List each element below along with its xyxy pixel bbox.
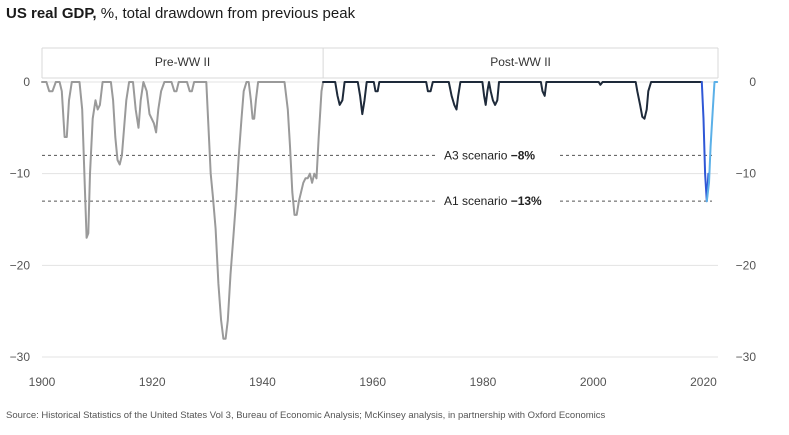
period-label: Pre-WW II <box>155 55 210 69</box>
title-rest: %, total drawdown from previous peak <box>96 5 356 22</box>
y-tick-label-right: 0 <box>749 75 756 89</box>
series-line <box>700 81 710 203</box>
series-line <box>322 81 703 120</box>
grid-layer <box>42 81 718 358</box>
scenario-label: A3 scenario −8% <box>444 148 535 162</box>
chart-title: US real GDP, %, total drawdown from prev… <box>6 5 355 22</box>
source-note: Source: Historical Statistics of the Uni… <box>6 410 606 421</box>
scenario-label: A1 scenario −13% <box>444 194 542 208</box>
x-tick-label: 1980 <box>470 375 497 389</box>
x-tick-label: 2000 <box>580 375 607 389</box>
x-tick-label: 2020 <box>690 375 717 389</box>
period-layer: Pre-WW II Post-WW II <box>41 47 719 79</box>
y-tick-label-right: −30 <box>736 350 757 364</box>
chart-svg: Pre-WW II Post-WW II A3 scenario −8% A1 sc… <box>10 47 757 389</box>
y-tick-label-left: −10 <box>10 167 31 181</box>
series-line <box>41 81 325 340</box>
y-tick-label-left: −30 <box>10 350 31 364</box>
y-tick-label-right: −20 <box>736 258 757 272</box>
series-layer <box>41 81 719 340</box>
x-tick-label: 1900 <box>29 375 56 389</box>
reference-lines: A3 scenario −8% A1 scenario −13% <box>42 148 712 208</box>
series-line <box>705 81 719 203</box>
title-bold: US real GDP, <box>6 5 97 22</box>
y-tick-label-left: 0 <box>23 75 30 89</box>
tick-layer: 0 0 −10 −10 −20 −20 −30 −30 1900 1920 1940 1960 1980… <box>10 75 757 389</box>
y-tick-label-left: −20 <box>10 258 31 272</box>
x-tick-label: 1960 <box>359 375 386 389</box>
x-tick-label: 1940 <box>249 375 276 389</box>
y-tick-label-right: −10 <box>736 167 757 181</box>
period-label: Post-WW II <box>490 55 551 69</box>
x-tick-label: 1920 <box>139 375 166 389</box>
